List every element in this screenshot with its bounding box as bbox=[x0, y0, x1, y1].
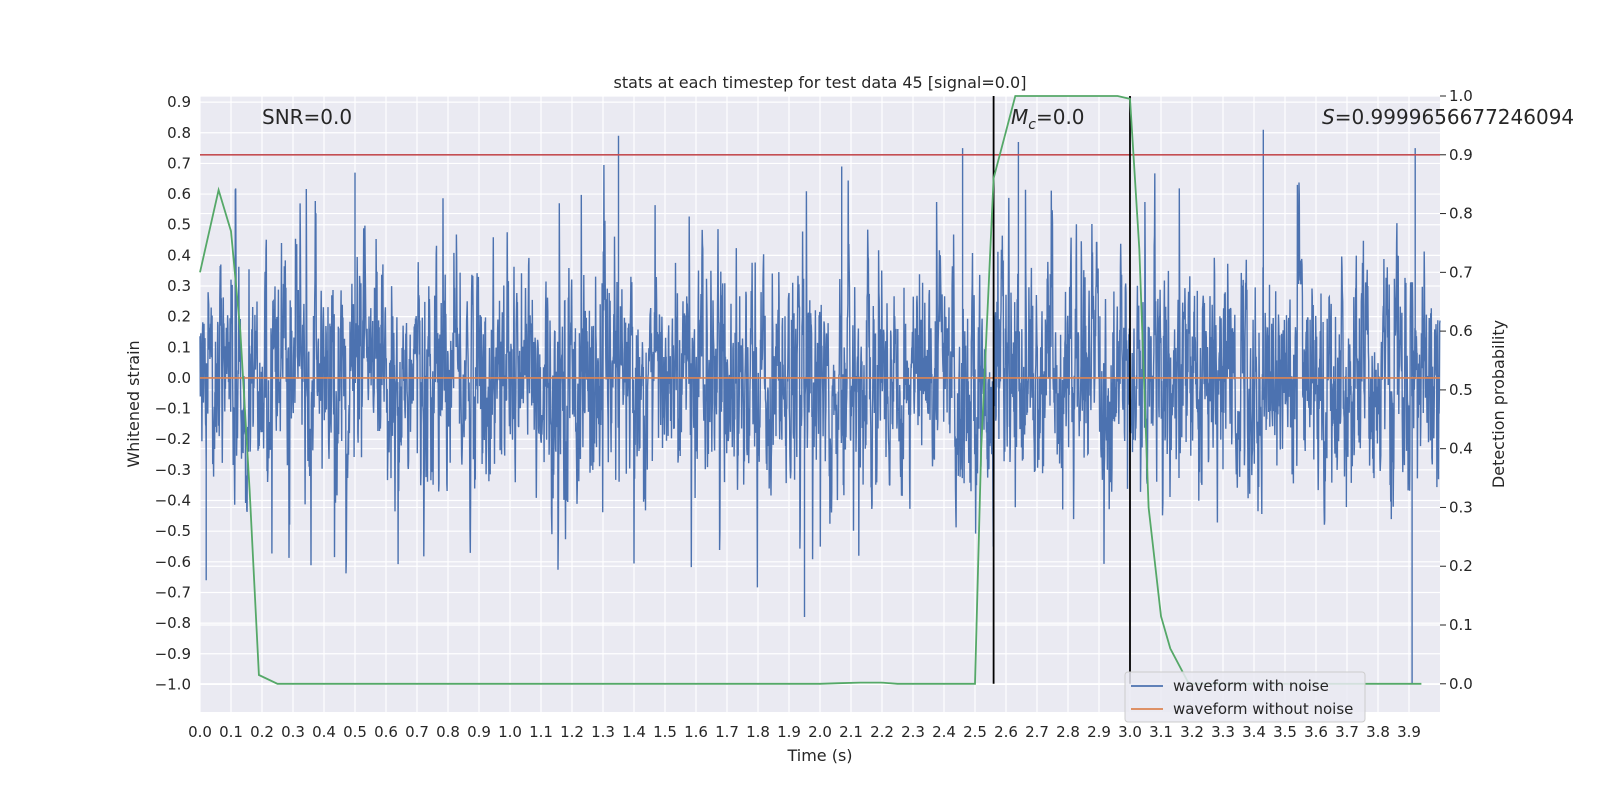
y-tick-label: 0.5 bbox=[167, 216, 191, 234]
x-tick-label: 3.4 bbox=[1242, 723, 1266, 741]
y-tick-label: 0.1 bbox=[167, 338, 191, 356]
x-tick-label: 3.6 bbox=[1304, 723, 1328, 741]
y-tick-label: −0.4 bbox=[155, 492, 191, 510]
series-waveform-with-noise bbox=[199, 129, 1441, 685]
y-axis-label: Whitened strain bbox=[124, 340, 143, 467]
y-tick-label: 0.8 bbox=[167, 124, 191, 142]
x-tick-label: 1.3 bbox=[591, 723, 615, 741]
x-tick-label: 2.1 bbox=[839, 723, 863, 741]
x-tick-label: 0.8 bbox=[436, 723, 460, 741]
x-tick-label: 3.2 bbox=[1180, 723, 1204, 741]
y2-tick-label: 0.9 bbox=[1449, 146, 1473, 164]
x-tick-label: 2.4 bbox=[932, 723, 956, 741]
x-tick-label: 0.9 bbox=[467, 723, 491, 741]
x-tick-label: 0.1 bbox=[219, 723, 243, 741]
x-tick-label: 2.3 bbox=[901, 723, 925, 741]
x-axis-label: Time (s) bbox=[786, 746, 852, 765]
y-tick-label: 0.2 bbox=[167, 308, 191, 326]
y-tick-label: −0.2 bbox=[155, 430, 191, 448]
x-tick-labels: 0.0 0.1 0.2 0.3 0.4 0.5 0.6 0.7 0.8 0.9 1.0 1.1 1.2 1… bbox=[188, 723, 1421, 741]
x-tick-label: 2.7 bbox=[1025, 723, 1049, 741]
score-annotation: S=0.9999656677246094 bbox=[1322, 105, 1574, 129]
series-detection-probability bbox=[199, 95, 1422, 685]
y2-tick-label: 0.7 bbox=[1449, 263, 1473, 281]
y-tick-label: −0.5 bbox=[155, 522, 191, 540]
x-tick-label: 1.2 bbox=[560, 723, 584, 741]
x-tick-label: 1.8 bbox=[746, 723, 770, 741]
y-tick-label: 0.9 bbox=[167, 93, 191, 111]
s-symbol: S bbox=[1322, 105, 1335, 129]
chart-title: stats at each timestep for test data 45 … bbox=[614, 73, 1027, 92]
x-tick-label: 0.3 bbox=[281, 723, 305, 741]
legend-label-noise: waveform with noise bbox=[1173, 677, 1329, 695]
y2-tick-label: 0.5 bbox=[1449, 381, 1473, 399]
x-tick-label: 3.3 bbox=[1211, 723, 1235, 741]
y-tick-labels: 0.9 0.8 0.7 0.6 0.5 0.4 0.3 0.2 0.1 0.0 −0.1 −0.2 −0… bbox=[155, 93, 191, 693]
y-tick-label: 0.4 bbox=[167, 246, 191, 264]
x-tick-label: 1.7 bbox=[715, 723, 739, 741]
y-tick-label: −0.3 bbox=[155, 461, 191, 479]
y2-tick-label: 0.8 bbox=[1449, 205, 1473, 223]
snr-annotation: SNR=0.0 bbox=[262, 105, 352, 129]
x-tick-label: 3.9 bbox=[1397, 723, 1421, 741]
y2-tick-label: 0.1 bbox=[1449, 616, 1473, 634]
y-tick-label: 0.3 bbox=[167, 277, 191, 295]
x-tick-label: 0.5 bbox=[343, 723, 367, 741]
x-tick-label: 1.6 bbox=[684, 723, 708, 741]
y2-axis-label: Detection probability bbox=[1489, 320, 1508, 488]
y2-tick-label: 0.3 bbox=[1449, 498, 1473, 516]
x-tick-label: 2.2 bbox=[870, 723, 894, 741]
x-tick-label: 0.2 bbox=[250, 723, 274, 741]
x-tick-label: 0.6 bbox=[374, 723, 398, 741]
mc-subscript: c bbox=[1028, 117, 1036, 133]
x-tick-label: 2.0 bbox=[808, 723, 832, 741]
y-tick-label: −1.0 bbox=[155, 675, 191, 693]
x-tick-label: 1.4 bbox=[622, 723, 646, 741]
y2-tick-label: 0.6 bbox=[1449, 322, 1473, 340]
x-tick-label: 2.5 bbox=[963, 723, 987, 741]
mc-value: =0.0 bbox=[1036, 105, 1085, 129]
data-layer bbox=[199, 95, 1441, 685]
y-tick-label: 0.0 bbox=[167, 369, 191, 387]
y-tick-label: 0.6 bbox=[167, 185, 191, 203]
y-tick-label: −0.1 bbox=[155, 400, 191, 418]
y2-tick-label: 0.2 bbox=[1449, 557, 1473, 575]
y2-tick-label: 0.4 bbox=[1449, 440, 1473, 458]
y2-tick-labels: 1.0 0.9 0.8 0.7 0.6 0.5 0.4 0.3 0.2 0.1 0.0 bbox=[1440, 87, 1473, 693]
y-tick-label: −0.7 bbox=[155, 583, 191, 601]
legend-box bbox=[1124, 671, 1366, 723]
x-tick-label: 2.6 bbox=[994, 723, 1018, 741]
x-tick-label: 3.8 bbox=[1366, 723, 1390, 741]
x-tick-label: 0.4 bbox=[312, 723, 336, 741]
legend-label-clean: waveform without noise bbox=[1173, 700, 1353, 718]
x-tick-label: 1.5 bbox=[653, 723, 677, 741]
x-tick-label: 2.9 bbox=[1087, 723, 1111, 741]
chirp-mass-annotation: Mc=0.0 bbox=[1011, 105, 1085, 133]
y2-tick-label: 1.0 bbox=[1449, 87, 1473, 105]
y-tick-label: −0.9 bbox=[155, 645, 191, 663]
x-tick-label: 1.0 bbox=[498, 723, 522, 741]
x-tick-label: 1.9 bbox=[777, 723, 801, 741]
s-value: =0.9999656677246094 bbox=[1335, 105, 1574, 129]
x-tick-label: 2.8 bbox=[1056, 723, 1080, 741]
x-tick-label: 0.0 bbox=[188, 723, 212, 741]
legend: waveform with noise waveform without noi… bbox=[1124, 671, 1366, 723]
mc-symbol: M bbox=[1011, 105, 1028, 129]
x-tick-label: 3.0 bbox=[1118, 723, 1142, 741]
x-tick-label: 3.1 bbox=[1149, 723, 1173, 741]
x-tick-label: 3.7 bbox=[1335, 723, 1359, 741]
x-tick-label: 0.7 bbox=[405, 723, 429, 741]
y-tick-label: −0.8 bbox=[155, 614, 191, 632]
y-tick-label: −0.6 bbox=[155, 553, 191, 571]
y2-tick-label: 0.0 bbox=[1449, 675, 1473, 693]
x-tick-label: 1.1 bbox=[529, 723, 553, 741]
x-tick-label: 3.5 bbox=[1273, 723, 1297, 741]
y-tick-label: 0.7 bbox=[167, 154, 191, 172]
